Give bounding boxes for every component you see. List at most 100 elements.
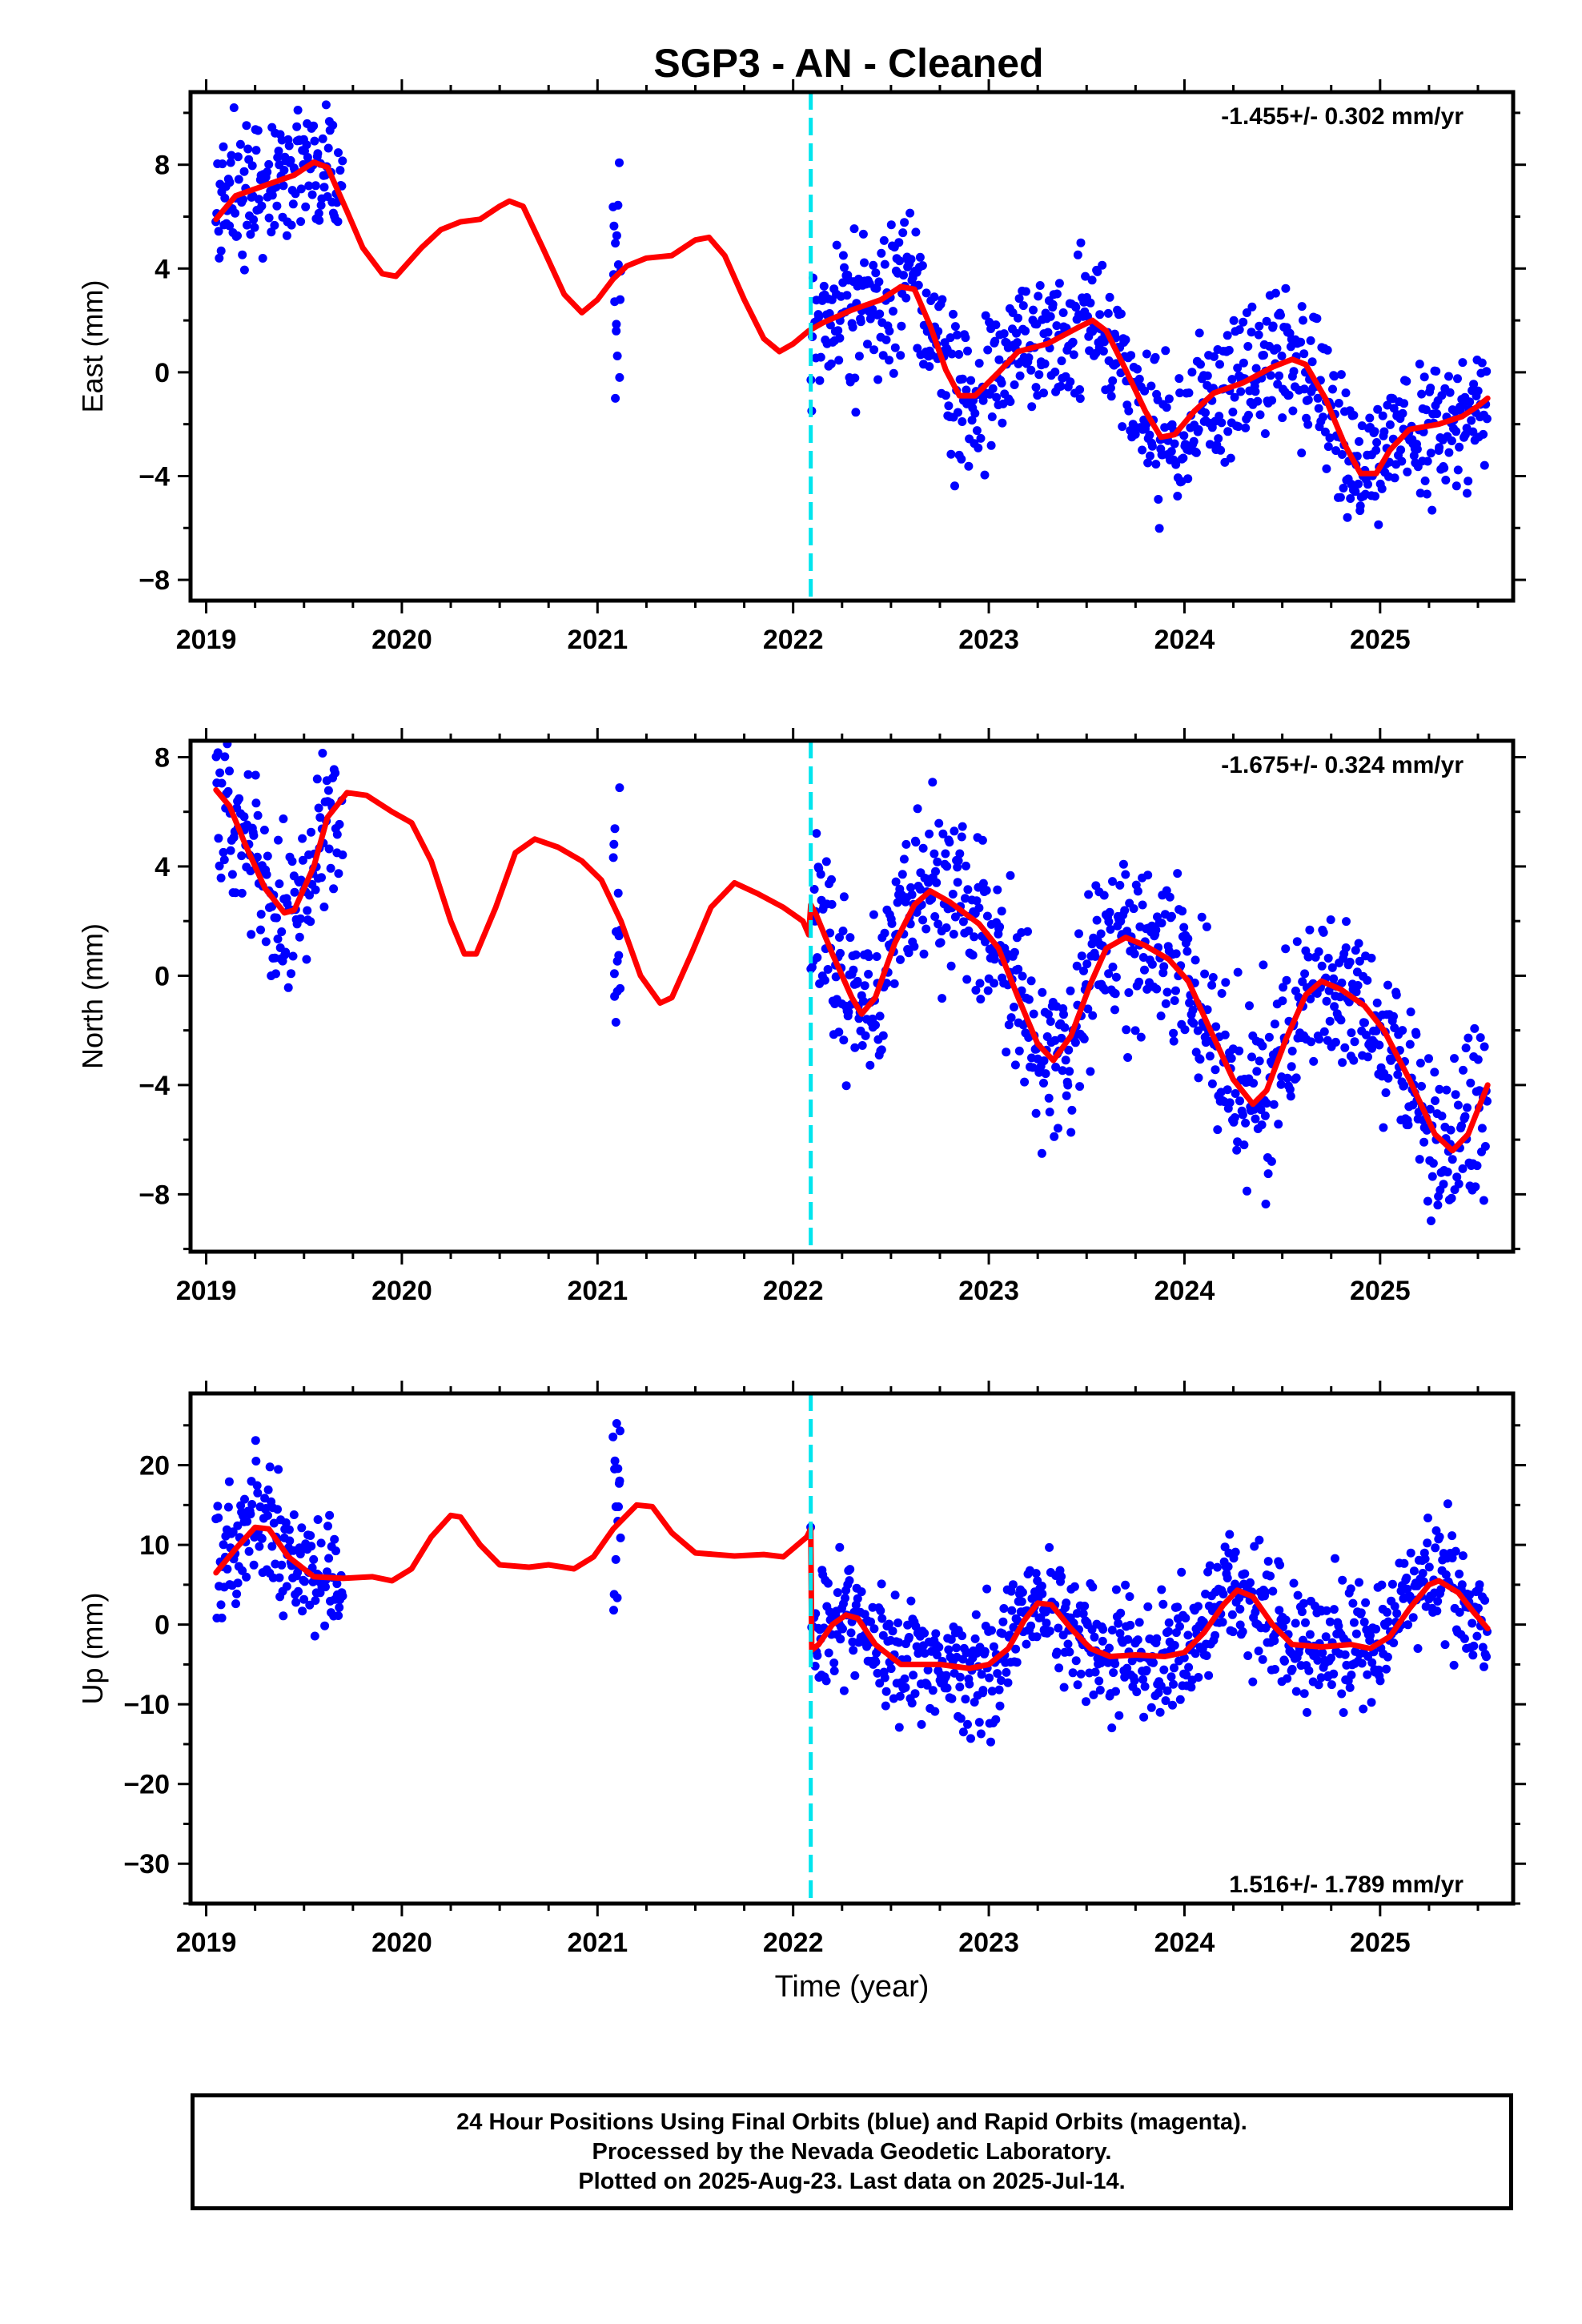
- east-data-point: [1075, 394, 1085, 404]
- north-data-point: [851, 950, 861, 959]
- up-data-point: [1037, 1582, 1046, 1590]
- x-tick-label: 2021: [567, 1276, 628, 1306]
- north-data-point: [227, 870, 237, 879]
- up-data-point: [233, 1521, 243, 1530]
- north-data-point: [1447, 1193, 1456, 1203]
- east-data-point: [214, 227, 223, 236]
- east-data-point: [1251, 387, 1260, 396]
- up-data-point: [823, 1578, 833, 1588]
- east-data-point: [274, 147, 283, 156]
- up-data-point: [876, 1606, 885, 1615]
- up-data-point: [263, 1485, 273, 1494]
- up-data-point: [952, 1643, 961, 1653]
- north-data-point: [326, 863, 335, 873]
- up-data-point: [1240, 1569, 1250, 1578]
- x-tick-label: 2019: [176, 1928, 237, 1958]
- up-data-point: [609, 1606, 618, 1615]
- north-data-point: [1208, 973, 1218, 982]
- east-data-point: [1399, 399, 1409, 408]
- up-data-point: [1314, 1680, 1323, 1690]
- up-data-point: [849, 1646, 858, 1655]
- up-data-point: [1280, 1656, 1289, 1666]
- up-data-point: [1382, 1664, 1391, 1674]
- north-data-point: [1059, 1010, 1068, 1019]
- north-data-point: [844, 1007, 853, 1017]
- east-data-point: [309, 121, 319, 131]
- east-data-point: [1334, 399, 1343, 408]
- north-data-point: [336, 718, 345, 726]
- up-data-point: [223, 1502, 233, 1512]
- north-data-point: [1182, 947, 1192, 956]
- up-data-point: [947, 1694, 957, 1703]
- east-data-point: [1227, 375, 1237, 384]
- north-data-point: [891, 877, 901, 887]
- north-data-point: [1283, 1073, 1292, 1083]
- north-data-point: [251, 770, 260, 780]
- east-data-point: [949, 309, 958, 319]
- north-data-point: [1459, 1065, 1468, 1075]
- up-data-point: [987, 1687, 997, 1696]
- up-data-point: [1390, 1602, 1399, 1611]
- east-data-point: [270, 220, 279, 230]
- north-data-point: [1082, 959, 1092, 969]
- east-data-point: [218, 159, 227, 169]
- north-data-point: [1230, 1113, 1239, 1122]
- x-tick-label: 2022: [763, 1928, 824, 1958]
- up-data-point: [1325, 1617, 1335, 1626]
- east-data-point: [970, 408, 980, 418]
- up-data-point: [1258, 1655, 1267, 1664]
- north-data-point: [1108, 963, 1118, 971]
- north-data-point: [954, 856, 963, 866]
- north-data-point: [1054, 1124, 1062, 1133]
- north-data-point: [945, 838, 954, 847]
- north-data-point: [1287, 1062, 1296, 1072]
- up-data-point: [1377, 1580, 1387, 1590]
- north-data-point: [1355, 956, 1364, 966]
- north-data-point: [941, 849, 950, 858]
- east-data-point: [1296, 337, 1306, 347]
- east-data-point: [1164, 394, 1174, 404]
- east-data-point: [1138, 445, 1147, 455]
- up-data-point: [901, 1683, 910, 1692]
- north-data-point: [1136, 1032, 1146, 1042]
- up-data-point: [1375, 1676, 1385, 1686]
- north-data-point: [1129, 904, 1138, 914]
- east-data-point: [998, 418, 1007, 428]
- y-tick-label: −10: [123, 1690, 170, 1720]
- north-data-point: [259, 826, 269, 834]
- north-data-point: [993, 885, 1002, 895]
- north-data-point: [303, 906, 312, 915]
- up-data-point: [299, 1594, 309, 1604]
- north-data-point: [298, 855, 307, 865]
- up-data-point: [1057, 1572, 1066, 1582]
- north-data-point: [1006, 1013, 1016, 1023]
- y-tick-label: 0: [155, 961, 170, 991]
- up-data-point: [1403, 1620, 1413, 1630]
- east-data-point: [1058, 308, 1068, 317]
- north-data-point: [1115, 880, 1125, 890]
- east-data-point: [1228, 408, 1238, 416]
- north-data-point: [1241, 1118, 1251, 1128]
- up-data-point: [1186, 1683, 1196, 1692]
- north-data-point: [1461, 1043, 1471, 1053]
- east-data-point: [1170, 439, 1179, 448]
- east-data-point: [1236, 387, 1246, 396]
- north-data-point: [287, 969, 295, 979]
- east-data-point: [1133, 364, 1142, 374]
- north-data-point: [1195, 1055, 1205, 1064]
- north-data-point: [878, 1031, 888, 1040]
- up-data-point: [1170, 1663, 1178, 1673]
- east-data-point: [985, 317, 994, 327]
- up-data-point: [998, 1617, 1008, 1626]
- north-y-axis-label: North (mm): [76, 923, 109, 1069]
- up-data-point: [252, 1481, 262, 1490]
- north-data-point: [287, 857, 297, 866]
- east-data-point: [1277, 352, 1287, 360]
- north-data-point: [1171, 986, 1180, 995]
- up-data-point: [309, 1554, 319, 1564]
- up-data-point: [616, 1533, 625, 1542]
- up-data-point: [615, 1476, 624, 1486]
- north-data-point: [827, 899, 837, 909]
- east-data-point: [239, 265, 249, 275]
- north-rate-label: -1.675+/- 0.324 mm/yr: [1221, 752, 1464, 778]
